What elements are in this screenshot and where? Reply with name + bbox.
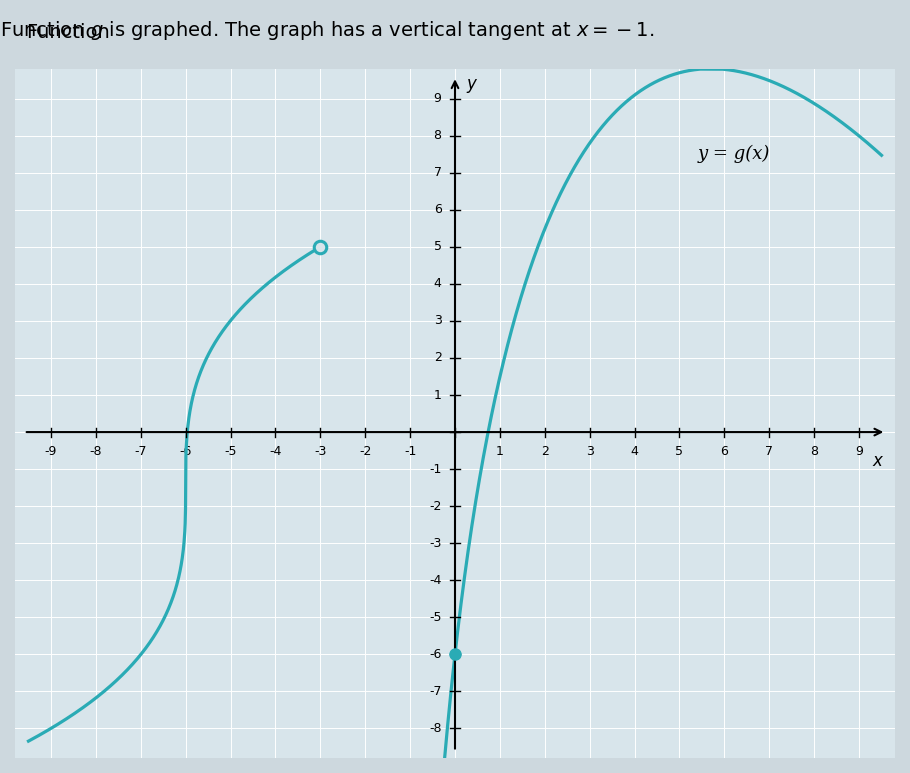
Text: -7: -7 (135, 445, 147, 458)
Text: x: x (873, 452, 883, 471)
Text: 4: 4 (434, 278, 441, 291)
Text: -9: -9 (45, 445, 57, 458)
Text: 6: 6 (721, 445, 728, 458)
Text: Function $g$ is graphed. The graph has a vertical tangent at $x=-1$.: Function $g$ is graphed. The graph has a… (0, 19, 654, 43)
Text: -3: -3 (430, 536, 441, 550)
Text: 6: 6 (434, 203, 441, 216)
Text: -3: -3 (314, 445, 327, 458)
Text: -1: -1 (404, 445, 416, 458)
Text: 8: 8 (433, 129, 441, 142)
Text: -4: -4 (430, 574, 441, 587)
Text: -6: -6 (179, 445, 192, 458)
Text: 1: 1 (496, 445, 504, 458)
Text: -2: -2 (430, 499, 441, 512)
Text: -7: -7 (429, 685, 441, 698)
Text: -8: -8 (89, 445, 102, 458)
Text: -6: -6 (430, 648, 441, 661)
Text: 9: 9 (434, 92, 441, 105)
Text: 4: 4 (631, 445, 639, 458)
Text: y = g(x): y = g(x) (697, 145, 770, 163)
Text: 2: 2 (434, 352, 441, 365)
Text: 9: 9 (855, 445, 863, 458)
Text: -2: -2 (359, 445, 371, 458)
Text: Function: Function (27, 23, 116, 43)
Text: 1: 1 (434, 389, 441, 401)
Text: 5: 5 (675, 445, 683, 458)
Text: -8: -8 (429, 722, 441, 735)
Text: 5: 5 (433, 240, 441, 254)
Text: 2: 2 (541, 445, 549, 458)
Text: -4: -4 (269, 445, 281, 458)
Text: -1: -1 (430, 462, 441, 475)
Text: 8: 8 (810, 445, 818, 458)
Text: -5: -5 (429, 611, 441, 624)
Text: 3: 3 (434, 315, 441, 328)
Text: 7: 7 (765, 445, 774, 458)
Text: 3: 3 (586, 445, 593, 458)
Text: y: y (466, 75, 476, 93)
Text: -5: -5 (224, 445, 237, 458)
Text: 7: 7 (433, 166, 441, 179)
